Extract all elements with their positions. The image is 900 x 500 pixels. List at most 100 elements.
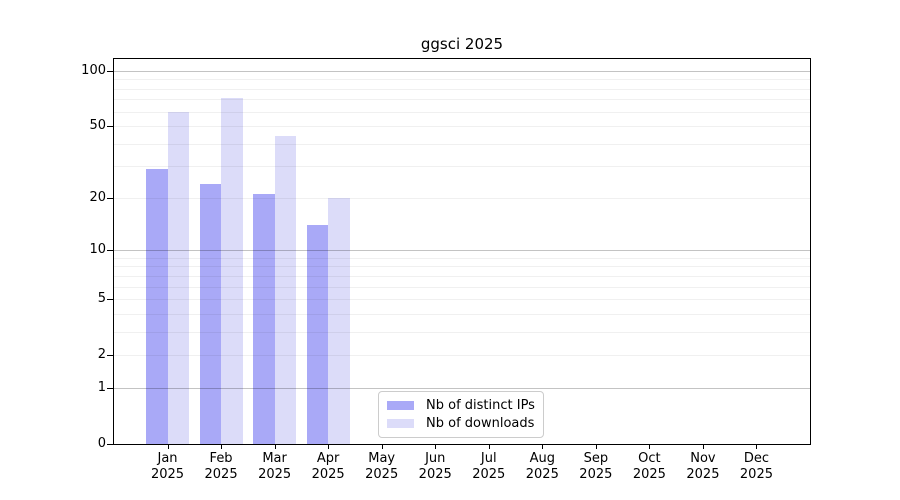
bar-feb-distinct-ips [199, 183, 222, 444]
x-tick-year: 2025 [525, 466, 559, 482]
x-tick-label-jul: Jul 2025 [459, 451, 519, 482]
y-tick-label-1: 1 [97, 379, 106, 395]
gridline-100 [114, 70, 810, 72]
gridline-50 [114, 126, 810, 128]
x-tick-year: 2025 [579, 466, 613, 482]
x-tick-year: 2025 [311, 466, 345, 482]
x-tick-mark-apr [328, 445, 330, 449]
x-tick-year: 2025 [204, 466, 238, 482]
gridline-10 [114, 250, 810, 252]
y-tick-label-20: 20 [89, 189, 106, 205]
x-tick-year: 2025 [150, 466, 185, 482]
x-tick-mark-sep [595, 445, 597, 449]
x-tick-label-nov: Nov 2025 [673, 451, 733, 482]
gridline-5 [114, 299, 810, 301]
x-tick-label-mar: Mar 2025 [245, 451, 305, 482]
x-tick-year: 2025 [686, 466, 720, 482]
bar-mar-distinct-ips [253, 194, 275, 444]
x-tick-mark-nov [702, 445, 704, 449]
x-tick-label-jun: Jun 2025 [405, 451, 465, 482]
bar-apr-distinct-ips [306, 225, 329, 444]
x-tick-year: 2025 [418, 466, 452, 482]
y-tick-mark-50 [107, 126, 114, 128]
x-tick-label-feb: Feb 2025 [191, 451, 251, 482]
gridline-30 [114, 166, 810, 168]
gridline-9 [114, 257, 810, 259]
x-tick-mark-dec [756, 445, 758, 449]
x-tick-label-oct: Oct 2025 [619, 451, 679, 482]
gridline-80 [114, 88, 810, 90]
gridline-2 [114, 355, 810, 357]
x-tick-month: May [368, 451, 396, 466]
gridline-60 [114, 111, 810, 113]
bar-jan-distinct-ips [146, 169, 168, 444]
x-tick-mark-may [381, 445, 383, 449]
gridline-20 [114, 197, 810, 199]
x-tick-mark-mar [274, 445, 276, 449]
y-tick-label-5: 5 [97, 291, 106, 307]
x-tick-month: Jun [425, 451, 446, 466]
gridline-3 [114, 331, 810, 333]
gridline-40 [114, 143, 810, 145]
x-tick-label-jan: Jan 2025 [138, 451, 198, 482]
x-tick-mark-jun [435, 445, 437, 449]
x-tick-month: Dec [743, 451, 770, 466]
gridline-6 [114, 286, 810, 288]
bar-mar-downloads [274, 136, 297, 444]
x-tick-label-may: May 2025 [352, 451, 412, 482]
bar-feb-downloads [221, 98, 243, 444]
x-tick-month: Jul [480, 451, 497, 466]
x-tick-label-aug: Aug 2025 [512, 451, 572, 482]
y-tick-label-100: 100 [81, 62, 106, 78]
gridline-90 [114, 79, 810, 81]
x-tick-mark-oct [649, 445, 651, 449]
y-tick-mark-1 [107, 387, 114, 389]
x-tick-mark-jul [488, 445, 490, 449]
gridline-1 [114, 387, 810, 389]
y-tick-mark-5 [107, 299, 114, 301]
legend-item-downloads: Nb of downloads [387, 415, 535, 433]
legend-label-distinct-ips: Nb of distinct IPs [426, 398, 535, 414]
x-tick-year: 2025 [258, 466, 292, 482]
y-tick-label-0: 0 [97, 436, 106, 451]
x-tick-month: Sep [583, 451, 609, 466]
gridline-8 [114, 266, 810, 268]
downloads-swatch-icon [387, 418, 414, 428]
legend: Nb of distinct IPs Nb of downloads [378, 391, 544, 438]
x-tick-month: Jan [157, 451, 178, 466]
y-tick-mark-0 [107, 444, 114, 445]
x-tick-month: Mar [262, 451, 287, 466]
gridline-4 [114, 313, 810, 315]
y-tick-label-2: 2 [97, 347, 106, 363]
x-tick-month: Feb [209, 451, 233, 466]
y-tick-mark-20 [107, 197, 114, 199]
x-tick-label-dec: Dec 2025 [726, 451, 786, 482]
y-tick-label-10: 10 [89, 242, 106, 258]
chart-title: ggsci 2025 [420, 35, 504, 53]
distinct-ips-swatch-icon [387, 401, 414, 411]
x-tick-month: Apr [316, 451, 340, 466]
x-tick-mark-jan [167, 445, 169, 449]
x-tick-year: 2025 [365, 466, 399, 482]
x-tick-year: 2025 [472, 466, 506, 482]
y-tick-mark-2 [107, 355, 114, 357]
x-tick-label-apr: Apr 2025 [298, 451, 358, 482]
x-tick-month: Oct [638, 451, 661, 466]
x-tick-year: 2025 [739, 466, 773, 482]
legend-item-distinct-ips: Nb of distinct IPs [387, 397, 535, 415]
y-tick-mark-10 [107, 250, 114, 252]
plot-area [114, 59, 810, 444]
bar-jan-downloads [167, 111, 190, 444]
y-tick-mark-100 [107, 70, 114, 72]
x-tick-month: Aug [529, 451, 555, 466]
x-tick-mark-aug [542, 445, 544, 449]
x-tick-year: 2025 [632, 466, 666, 482]
gridline-7 [114, 275, 810, 277]
x-tick-mark-feb [221, 445, 223, 449]
y-tick-label-50: 50 [89, 118, 106, 134]
gridline-70 [114, 99, 810, 101]
bar-apr-downloads [328, 197, 350, 444]
x-tick-label-sep: Sep 2025 [566, 451, 626, 482]
x-tick-month: Nov [690, 451, 716, 466]
